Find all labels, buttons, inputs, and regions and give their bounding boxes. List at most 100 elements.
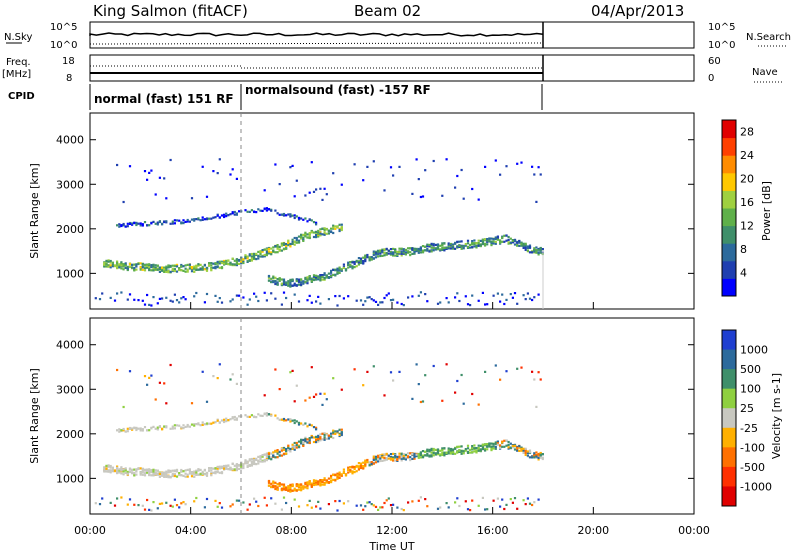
velocity-cell [377,455,380,458]
velocity-cell [537,458,540,461]
velocity-cell [496,443,499,446]
velocity-cell [505,444,508,447]
power-cell [218,297,221,300]
power-cell [334,225,337,228]
velocity-cell [274,485,277,488]
power-cell [411,295,414,298]
velocity-cell [289,371,292,374]
power-cell [312,221,316,224]
power-cell [148,171,151,174]
power-cell [244,254,247,257]
power-cell [257,299,260,303]
power-cell [317,275,320,278]
power-cell [404,248,407,251]
power-cell [501,236,504,239]
power-cell [173,219,176,222]
power-cell [261,209,264,212]
power-cell [340,228,343,232]
power-cell [481,243,484,246]
velocity-cell [501,498,504,501]
velocity-cell [334,479,337,482]
velocity-cell [210,474,213,477]
velocity-cell [261,460,264,463]
xtick: 08:00 [275,524,307,537]
velocity-cell [163,382,166,385]
velocity-cell [471,499,474,502]
power-cell [302,282,305,285]
velocity-cell [524,451,527,454]
velocity-cell [235,467,238,470]
velocity-cell [210,467,213,470]
power-cell [250,252,253,256]
power-cell [400,252,403,255]
power-cell [396,250,399,253]
velocity-cell [336,472,339,475]
velocity-cell [516,367,519,370]
xtick: 04:00 [175,524,207,537]
velocity-cell [257,455,260,458]
power-cell [372,253,375,257]
velocity-cell [332,429,335,432]
velocity-cell [392,459,395,462]
velocity-cell [297,445,301,448]
velocity-cell [520,449,523,452]
power-cell [109,259,112,263]
velocity-cell [246,415,249,418]
power-cell [304,232,307,236]
velocity-cell [385,499,388,502]
power-cell [524,245,527,248]
power-cell [240,262,243,265]
power-cell [466,245,470,248]
power-cell [182,269,185,272]
power-cell [291,214,294,217]
velocity-cell [445,363,448,366]
velocity-cell [396,506,399,509]
velocity-cell [533,455,536,458]
power-cell [419,249,422,252]
power-cell [152,267,155,270]
power-cell [353,262,356,266]
velocity-cell [171,469,174,472]
velocity-cell [225,465,228,468]
power-cell [190,267,194,270]
velocity-cell [381,456,384,459]
velocity-cell [182,501,185,504]
velocity-cell [175,470,179,473]
power-cell [458,240,461,243]
power-cell [265,209,268,212]
power-cell [242,296,245,299]
power-cell [389,166,393,169]
power-cell [458,245,461,248]
velocity-cell [319,481,322,484]
power-cell [231,168,234,171]
velocity-cell [458,450,461,453]
velocity-cell [421,455,425,459]
power-cell [210,264,213,267]
power-cell [499,241,502,244]
velocity-cell [225,417,228,420]
velocity-cell [443,452,446,455]
power-cell [175,270,179,273]
power-cell [287,244,290,247]
power-cell [379,254,382,258]
velocity-cell [462,402,465,405]
power-cell [109,296,112,299]
power-cell [248,259,251,262]
velocity-cell [332,431,335,434]
velocity-cell [383,394,386,397]
power-cell [285,214,288,217]
velocity-cell [411,397,414,400]
power-cell [430,242,433,245]
velocity-cell [146,468,149,471]
velocity-cell [321,432,324,435]
power-cell [182,219,185,222]
nsearch-tick-top: 10^5 [708,22,735,33]
velocity-cell [122,429,125,432]
power-cell [178,301,181,304]
velocity-cell [274,368,277,371]
power-cell [212,216,215,219]
cpid-mode-bar: normal (fast) 151 RF normalsound (fast) … [89,83,543,110]
velocity-cell [212,467,215,470]
power-cell [116,163,119,167]
velocity-cell [293,445,296,449]
